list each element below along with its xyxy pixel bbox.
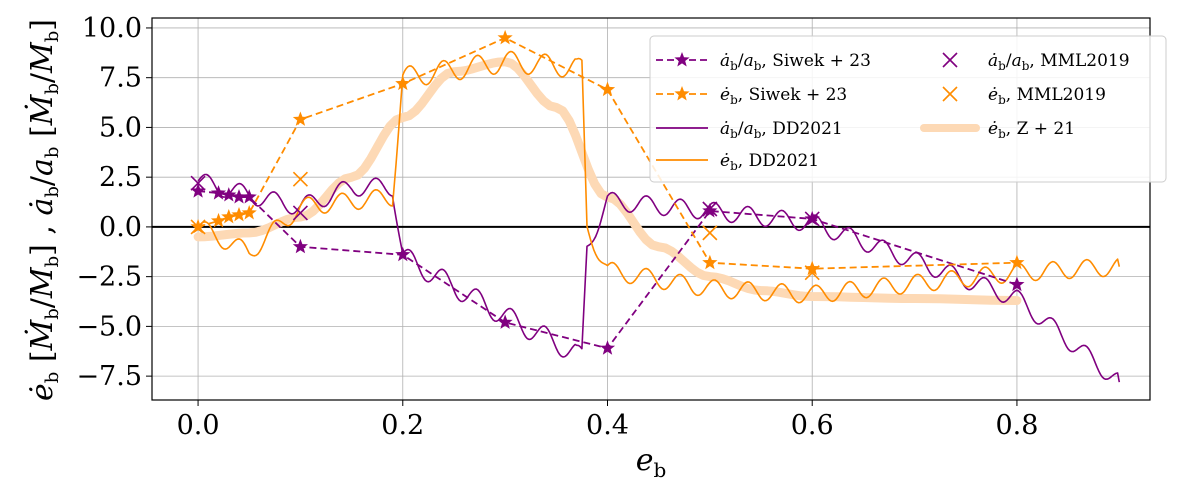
star-marker: [231, 207, 247, 222]
y-tick-label: 10.0: [82, 13, 142, 44]
star-marker: [231, 189, 247, 204]
star-marker: [702, 203, 718, 218]
y-tick-label: 2.5: [99, 162, 142, 193]
x-axis-label: eb: [636, 443, 667, 482]
star-marker: [241, 189, 257, 204]
legend-item: ȧb/ab, MML2019: [942, 51, 1130, 73]
series-siwek-23-0: [190, 183, 1025, 355]
x-tick-label: 0.8: [995, 410, 1038, 441]
star-marker: [804, 260, 820, 276]
star-marker: [497, 29, 513, 45]
y-tick-label: −2.5: [76, 262, 142, 293]
series-line: [197, 50, 1121, 304]
x-marker: [804, 211, 820, 227]
series-dd2021-3: [197, 50, 1121, 304]
star-marker: [599, 340, 616, 355]
x-marker: [190, 175, 206, 191]
legend-item: ȧb/ab, Siwek + 23: [656, 51, 871, 73]
series-mml2019-5: [190, 171, 820, 281]
legend-item: ėb, Siwek + 23: [656, 85, 847, 107]
legend-label: ėb, MML2019: [988, 85, 1106, 107]
star-marker: [497, 314, 513, 329]
legend-label: ȧb/ab, MML2019: [988, 51, 1130, 73]
star-marker: [599, 81, 616, 97]
star-marker: [241, 205, 257, 220]
y-tick-label: 5.0: [99, 112, 142, 143]
series-line: [198, 190, 1018, 350]
star-marker: [292, 238, 308, 254]
series-line: [197, 173, 1121, 383]
legend-label: ȧb/ab, DD2021: [720, 119, 843, 141]
axis-ticks: 0.0 0.2 0.4 0.6 0.8 −7.5 −5.0 −2.5 0.0 2.5 5.0 7.5 1…: [76, 13, 1038, 441]
x-tick-label: 0.6: [791, 410, 834, 441]
legend-item: ėb, Z + 21: [920, 119, 1075, 141]
x-marker: [804, 265, 820, 281]
legend: ȧb/ab, Siwek + 23 ėb, Siwek + 23 ȧb/ab, DD…: [649, 35, 1167, 183]
legend-label: ėb, Siwek + 23: [720, 85, 847, 107]
legend-item: ȧb/ab, DD2021: [656, 119, 843, 141]
y-tick-label: 7.5: [99, 63, 142, 94]
y-tick-label: 0.0: [99, 212, 142, 243]
legend-label: ėb, DD2021: [720, 151, 819, 173]
star-marker: [221, 209, 237, 224]
x-marker: [190, 219, 206, 235]
x-marker: [292, 205, 308, 221]
star-marker: [702, 254, 718, 270]
star-marker: [210, 185, 227, 200]
legend-star-marker: [674, 52, 690, 67]
plot-area: [190, 29, 1121, 383]
legend-star-marker: [674, 86, 690, 101]
star-marker: [221, 187, 237, 202]
star-marker: [210, 212, 227, 228]
y-tick-label: −7.5: [76, 361, 142, 392]
legend-item: ėb, DD2021: [656, 151, 819, 173]
star-marker: [1009, 254, 1025, 270]
star-marker: [1009, 276, 1025, 292]
plot-frame: [151, 17, 1151, 401]
series-mml2019-4: [190, 175, 820, 227]
series-line: [197, 37, 1017, 270]
x-marker: [292, 171, 308, 187]
legend-x-marker: [942, 86, 958, 102]
x-marker: [702, 225, 718, 241]
y-tick-label: −5.0: [76, 311, 142, 342]
legend-x-marker: [942, 52, 958, 68]
star-marker: [395, 246, 411, 262]
x-tick-label: 0.4: [586, 410, 629, 441]
series-dd2021-2: [197, 173, 1121, 383]
legend-label: ėb, Z + 21: [988, 119, 1075, 141]
x-tick-label: 0.2: [381, 410, 424, 441]
svg-text:ėb [Ṁb/Mb] , ȧb/ab [Ṁb/Mb]: ėb [Ṁb/Mb] , ȧb/ab [Ṁb/Mb]: [24, 19, 63, 401]
y-axis-label: ėb [Ṁb/Mb] , ȧb/ab [Ṁb/Mb]: [24, 19, 63, 401]
star-marker: [395, 75, 411, 91]
legend-label: ȧb/ab, Siwek + 23: [720, 51, 871, 73]
legend-item: ėb, MML2019: [942, 85, 1106, 107]
legend-box: [649, 35, 1167, 183]
x-marker: [702, 201, 718, 217]
grid: [152, 18, 1150, 400]
svg-text:eb: eb: [636, 443, 667, 482]
star-marker: [292, 111, 308, 126]
x-tick-label: 0.0: [177, 410, 220, 441]
star-marker: [190, 183, 206, 198]
